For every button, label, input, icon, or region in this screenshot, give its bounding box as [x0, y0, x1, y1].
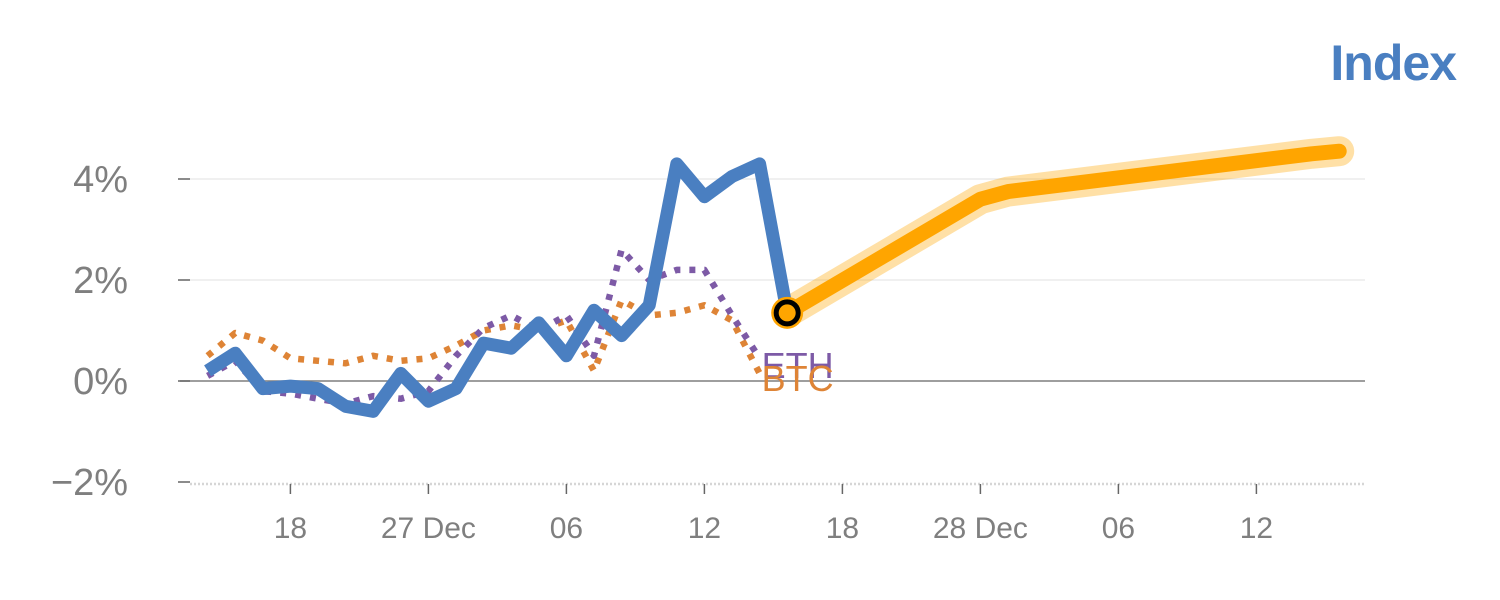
x-tick-label: 18: [274, 512, 307, 545]
x-tick-label: 28 Dec: [933, 512, 1028, 545]
btc-line: [205, 296, 763, 375]
eth-end-label: ETH: [762, 345, 834, 386]
x-tick-label: 12: [688, 512, 721, 545]
projection-band-glow: [772, 136, 1355, 328]
series-layer: [204, 136, 1355, 418]
y-tick-label: −2%: [51, 462, 128, 504]
x-tick-label: 27 Dec: [381, 512, 476, 545]
marker-layer: [771, 296, 804, 329]
eth-line: [206, 246, 763, 407]
chart-title: Index: [1330, 35, 1457, 91]
index-line: [204, 157, 794, 418]
y-tick-label: 4%: [73, 159, 128, 201]
x-tick-label: 12: [1240, 512, 1273, 545]
x-tick-label: 06: [550, 512, 583, 545]
y-tick-label: 0%: [73, 361, 128, 403]
projection-line: [779, 143, 1347, 321]
axis-layer: 4% 2% 0% −2% 18 27 Dec 06 12 18 28 Dec 06 12: [51, 159, 1273, 545]
x-tick-label: 18: [826, 512, 859, 545]
x-tick-label: 06: [1102, 512, 1135, 545]
end-marker: [773, 299, 801, 327]
btc-end-label: BTC: [762, 358, 834, 399]
y-tick-label: 2%: [73, 260, 128, 302]
